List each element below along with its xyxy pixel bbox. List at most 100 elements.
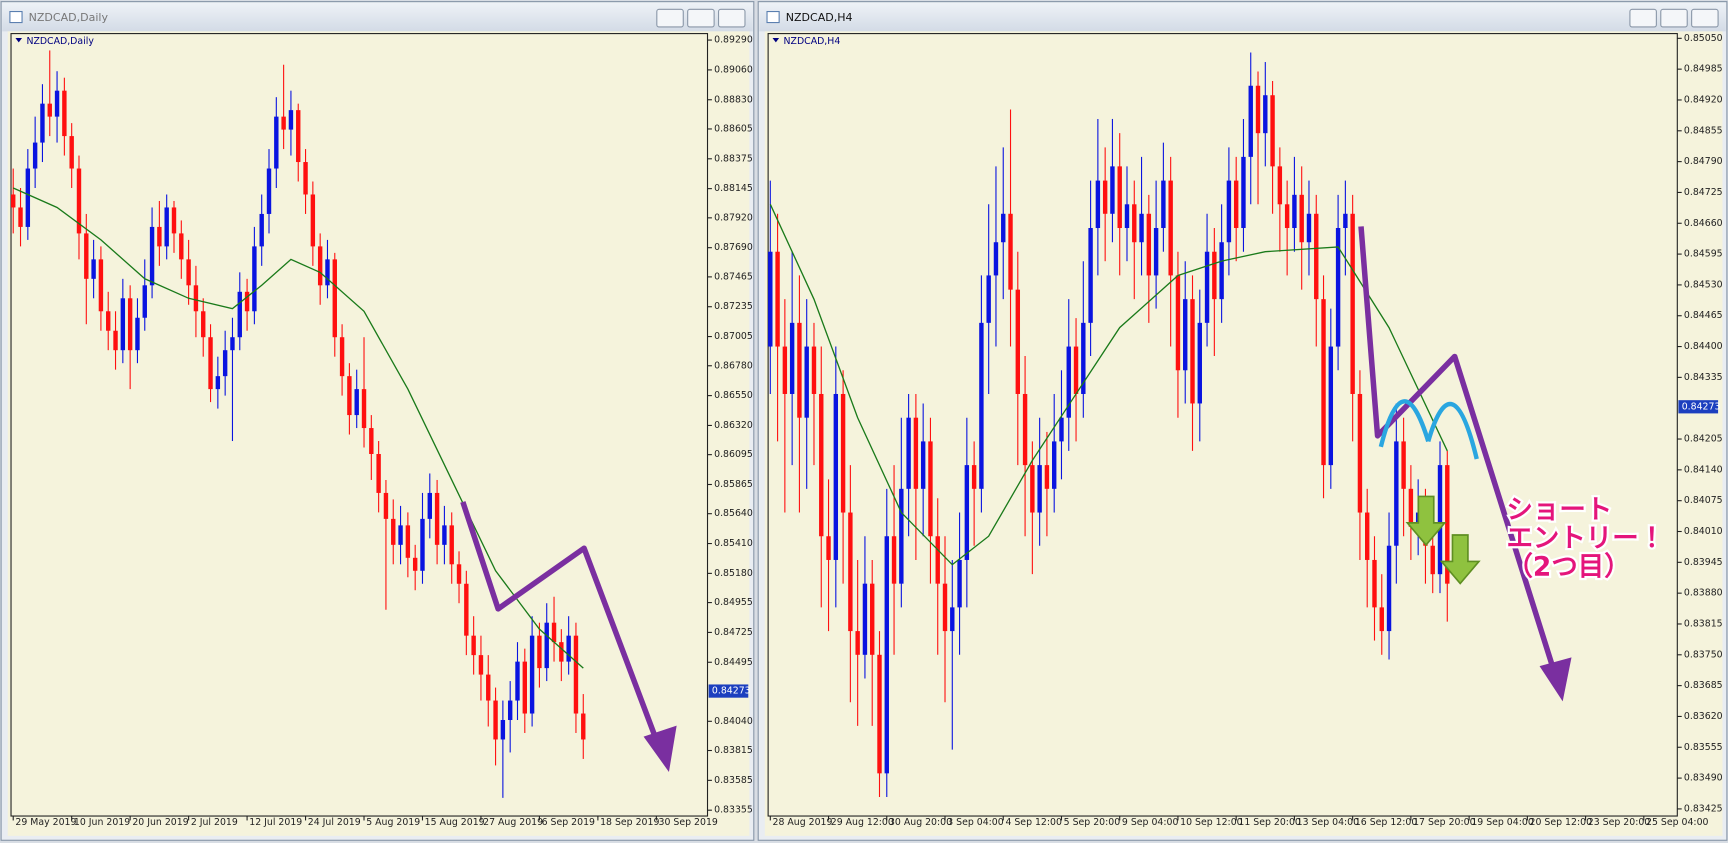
candle-body <box>1292 194 1297 229</box>
y-tick-label: 0.84920 <box>1684 94 1723 105</box>
candle-body <box>1350 213 1355 394</box>
candle-body <box>1161 180 1166 229</box>
chart-background <box>7 31 750 836</box>
y-tick-label: 0.84205 <box>1684 434 1723 445</box>
candle-body <box>54 90 60 117</box>
y-tick-label: 0.84955 <box>714 597 753 608</box>
candle-body <box>877 654 882 774</box>
candle-body <box>1394 441 1399 546</box>
x-tick-label: 28 Aug 2019 <box>773 817 833 828</box>
moving-average <box>769 204 1448 566</box>
trend-arrow <box>1358 226 1563 690</box>
candle-body <box>957 559 962 608</box>
y-tick-label: 0.84140 <box>1684 464 1723 475</box>
window-min-button[interactable] <box>656 8 684 28</box>
candle-body <box>1175 275 1181 371</box>
candle-body <box>1226 180 1232 243</box>
y-tick-label: 0.84790 <box>1684 156 1723 167</box>
y-tick-label: 0.85640 <box>714 508 753 519</box>
candle-body <box>354 389 359 416</box>
candle-body <box>442 525 447 545</box>
candle-body <box>164 207 169 247</box>
x-tick-label: 10 Sep 12:00 <box>1180 817 1243 828</box>
x-tick-label: 24 Jul 2019 <box>308 817 361 828</box>
candle-body <box>25 168 31 227</box>
candle-body <box>149 226 155 286</box>
candle-body <box>1430 545 1435 575</box>
candle-body <box>1284 204 1290 229</box>
candle-body <box>493 700 498 740</box>
x-tick-label: 13 Sep 04:00 <box>1297 817 1360 828</box>
window-close-button[interactable] <box>717 8 746 28</box>
candle-body <box>1139 213 1144 243</box>
candle-body <box>500 720 506 740</box>
candle-body <box>449 525 454 565</box>
candle-body <box>906 417 911 489</box>
candle-body <box>171 207 177 234</box>
candle-body <box>186 259 191 286</box>
candle-body <box>1299 194 1304 243</box>
y-tick-label: 0.83555 <box>1684 742 1723 753</box>
x-tick-label: 19 Sep 04:00 <box>1471 817 1534 828</box>
plot-frame <box>767 33 1678 817</box>
candle-body <box>1095 180 1101 229</box>
candle-body <box>1408 488 1414 527</box>
down-arrow <box>1439 534 1481 585</box>
candle-body <box>1248 85 1253 157</box>
x-tick-label: 30 Sep 2019 <box>659 817 718 828</box>
candle-body <box>920 441 926 489</box>
arrow-head <box>643 725 677 772</box>
x-tick-label: 25 Sep 04:00 <box>1646 817 1709 828</box>
y-tick-label: 0.86320 <box>714 420 753 431</box>
candle-body <box>1321 299 1326 466</box>
y-tick-label: 0.84530 <box>1684 279 1723 290</box>
candle-body <box>347 376 352 416</box>
x-tick-label: 29 Aug 12:00 <box>831 817 894 828</box>
window-max-button[interactable] <box>1660 8 1688 28</box>
x-tick-label: 5 Aug 2019 <box>366 817 420 828</box>
candle-body <box>1270 95 1275 167</box>
candle-body <box>1314 213 1319 300</box>
candle-body <box>1212 251 1217 300</box>
x-tick-label: 9 Sep 04:00 <box>1122 817 1179 828</box>
candle-body <box>157 226 162 247</box>
candle-body <box>127 298 133 351</box>
candle-body <box>84 233 89 279</box>
candle-body <box>979 322 984 489</box>
candle-body <box>201 311 206 338</box>
y-tick-label: 0.85865 <box>714 479 753 490</box>
y-tick-label: 0.88605 <box>714 123 753 134</box>
candle-body <box>98 259 104 312</box>
y-tick-label: 0.84985 <box>1684 64 1723 75</box>
candle-body <box>1183 299 1188 371</box>
arrow-head <box>1539 657 1572 702</box>
candle-body <box>819 393 824 537</box>
y-tick-label: 0.84855 <box>1684 125 1723 136</box>
x-tick-label: 18 Sep 2019 <box>600 817 659 828</box>
window-min-button[interactable] <box>1629 8 1657 28</box>
candle-body <box>339 337 345 377</box>
down-arrow <box>1405 495 1447 547</box>
symbol-marker <box>15 37 23 43</box>
candle-body <box>281 116 286 130</box>
candle-body <box>891 536 897 584</box>
candle-body <box>1241 156 1246 229</box>
trend-arrow <box>460 501 667 760</box>
y-tick-label: 0.88145 <box>714 183 753 194</box>
candle-body <box>325 259 330 286</box>
y-tick-label: 0.88830 <box>714 94 753 105</box>
candle-body <box>274 116 279 169</box>
window-max-button[interactable] <box>687 8 715 28</box>
y-tick-label: 0.84040 <box>714 716 753 727</box>
candle-body <box>32 142 38 169</box>
x-tick-label: 30 Aug 20:00 <box>889 817 952 828</box>
window-close-button[interactable] <box>1691 8 1719 28</box>
candle-body <box>179 233 184 260</box>
candle-body <box>811 346 817 394</box>
candle-body <box>1073 346 1079 394</box>
candle-body <box>928 441 933 537</box>
candle-body <box>244 291 250 312</box>
candle-body <box>252 246 257 312</box>
candle-body <box>1255 85 1261 134</box>
candle-body <box>383 492 389 519</box>
